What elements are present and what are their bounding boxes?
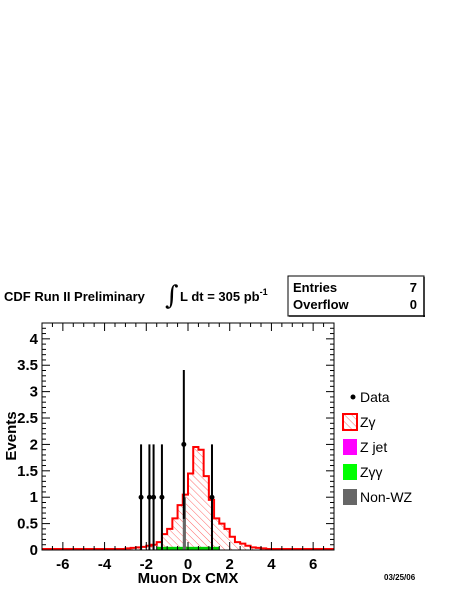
y-tick-label: 2.5 [17, 410, 38, 427]
x-tick-label: 0 [184, 556, 192, 573]
luminosity-exponent: -1 [260, 287, 268, 297]
stats-overflow-value: 0 [410, 297, 417, 312]
x-tick-label: -6 [56, 556, 69, 573]
data-point-4 [181, 369, 187, 519]
x-tick-label: -4 [98, 556, 112, 573]
legend-item-0: Data [350, 389, 390, 405]
y-tick-label: 3.5 [17, 357, 38, 374]
legend: Data Zγ Z jet Zγγ Non-WZ [342, 389, 413, 505]
y-tick-label: 0.5 [17, 516, 38, 533]
x-tick-label: 2 [226, 556, 234, 573]
zgamma-hist-fill [42, 447, 334, 550]
data-marker [159, 494, 165, 500]
stats-entries-label: Entries [293, 280, 337, 295]
legend-item-1: Zγ [342, 413, 376, 431]
data-point-3 [159, 444, 165, 550]
data-point-0 [138, 444, 144, 550]
data-point-2 [151, 444, 157, 550]
nonwz-bar [182, 497, 186, 550]
data-point-5 [209, 444, 215, 550]
x-tick-label: 4 [267, 556, 276, 573]
x-tick-label: 6 [309, 556, 317, 573]
y-tick-label: 2 [30, 436, 38, 453]
stats-entries-value: 7 [410, 280, 417, 295]
legend-label: Zγγ [360, 464, 383, 480]
stats-box: Entries 7 Overflow 0 [287, 275, 425, 317]
legend-zgamma-swatch [342, 413, 358, 431]
axes: -6 -4 -2 0 2 4 6 0 0.5 1 1.5 2 2.5 3 3.5 4 [17, 322, 335, 573]
data-marker [151, 494, 157, 500]
y-tick-label: 1 [30, 489, 38, 506]
data-marker [209, 494, 215, 500]
legend-label: Non-WZ [360, 489, 413, 505]
legend-label: Zγ [360, 414, 376, 430]
luminosity-label: L dt = 305 pb-1 [180, 287, 268, 304]
legend-label: Data [360, 389, 390, 405]
data-point-1 [146, 444, 152, 550]
y-tick-label: 3 [30, 384, 38, 401]
data-marker [181, 441, 187, 447]
x-axis-label: Muon Dx CMX [138, 570, 239, 587]
integral-sign-icon: ∫ [165, 281, 179, 311]
legend-item-2: Z jet [343, 439, 387, 455]
y-tick-label: 0 [30, 542, 38, 559]
y-tick-label: 4 [30, 331, 39, 348]
legend-label: Z jet [360, 439, 387, 455]
legend-item-3: Zγγ [343, 464, 383, 480]
stats-overflow-label: Overflow [293, 297, 350, 312]
legend-data-marker [350, 394, 356, 400]
chart-marks [42, 369, 334, 550]
data-marker [138, 494, 144, 500]
legend-swatch [343, 439, 357, 455]
x-tick-label: -2 [140, 556, 153, 573]
legend-swatch [343, 464, 357, 480]
chart-title: CDF Run II Preliminary [4, 289, 146, 304]
y-tick-label: 1.5 [17, 463, 38, 480]
data-marker [146, 494, 152, 500]
footer-date: 03/25/06 [384, 573, 416, 582]
legend-swatch [343, 489, 357, 505]
y-axis-label: Events [3, 411, 20, 460]
legend-item-4: Non-WZ [343, 489, 413, 505]
